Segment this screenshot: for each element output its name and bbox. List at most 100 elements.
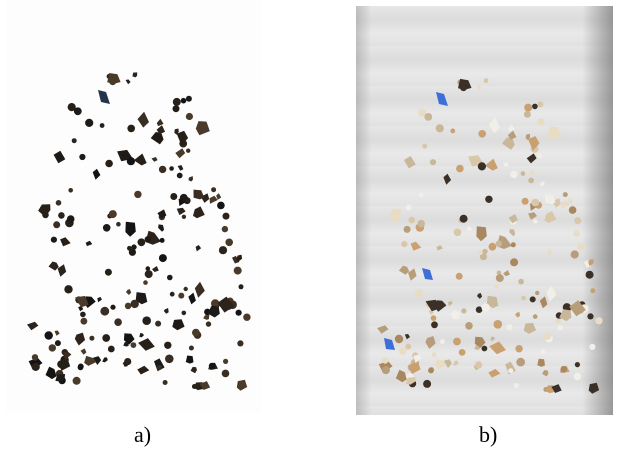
particle-round: [428, 367, 434, 374]
particle-fragment: [123, 333, 135, 345]
particle-round: [382, 357, 389, 364]
particle-round: [130, 342, 137, 348]
particle-fragment: [133, 153, 147, 166]
particle-fragment: [175, 148, 186, 159]
particles-light-background-gray: [377, 78, 603, 394]
particle-fragment: [544, 211, 557, 223]
particle-round: [237, 340, 244, 347]
particle-round: [164, 341, 172, 349]
particle-round: [165, 354, 174, 364]
particle-round: [524, 103, 533, 112]
particle-round: [435, 124, 444, 133]
particle-round: [183, 286, 188, 292]
particle-fragment: [443, 359, 452, 369]
particle-fragment: [236, 379, 248, 391]
particle-round: [169, 291, 175, 297]
particle-fragment: [436, 245, 443, 251]
scan-panel-b: [356, 6, 613, 415]
particle-fragment: [508, 124, 515, 132]
particle-round: [537, 118, 545, 126]
particle-fragment: [476, 226, 487, 242]
particle-fragment: [55, 374, 66, 382]
particle-fragment: [408, 268, 417, 281]
particle-round: [176, 172, 183, 179]
particle-round: [71, 138, 77, 144]
particle-fragment: [190, 366, 197, 374]
particle-fragment: [123, 342, 129, 347]
particle-round: [186, 148, 191, 153]
particle-fragment: [54, 330, 60, 336]
particle-fragment: [93, 356, 102, 365]
particle-fragment: [48, 261, 59, 271]
particle-fragment: [207, 305, 220, 318]
particle-fragment: [488, 117, 500, 134]
particle-round: [238, 284, 244, 290]
particle-fragment: [547, 249, 553, 256]
particle-round: [392, 216, 400, 223]
particle-round: [467, 226, 472, 231]
particle-fragment: [125, 79, 131, 85]
particle-fragment: [45, 366, 57, 380]
particle-fragment: [195, 121, 210, 136]
particle-round: [508, 368, 514, 374]
particle-fragment: [569, 300, 586, 317]
particle-round: [418, 192, 424, 198]
particle-round: [537, 101, 544, 108]
particle-round: [398, 347, 407, 355]
particle-round: [460, 84, 467, 92]
particle-fragment: [588, 259, 594, 267]
particle-round: [494, 284, 499, 289]
particle-fragment: [546, 285, 557, 302]
particle-fragment: [137, 111, 149, 128]
particle-round: [574, 362, 580, 368]
particle-round: [515, 345, 523, 353]
particle-round: [570, 250, 579, 259]
particle-round: [127, 124, 135, 133]
particle-round: [114, 318, 122, 327]
particle-fragment: [92, 168, 101, 180]
particle-fragment: [539, 181, 545, 187]
particle-fragment: [408, 360, 421, 374]
particle-round: [595, 317, 603, 325]
particle-round: [423, 379, 432, 388]
particle-round: [529, 296, 536, 303]
particle-round: [585, 270, 594, 279]
particle-round: [72, 376, 81, 385]
particle-fragment: [561, 200, 570, 209]
particle-round: [431, 321, 438, 329]
particle-round: [159, 237, 165, 243]
particle-round: [518, 278, 524, 285]
particle-fragment: [515, 311, 520, 318]
particle-round: [73, 107, 82, 116]
particle-fragment: [525, 133, 531, 141]
particle-round: [158, 254, 167, 263]
particle-fragment: [405, 377, 416, 385]
particle-round: [53, 221, 61, 229]
particle-fragment: [188, 176, 193, 182]
particle-round: [134, 190, 142, 199]
particle-fragment: [177, 165, 184, 171]
particle-fragment: [547, 126, 562, 141]
particle-fragment: [209, 195, 218, 204]
particle-round: [577, 242, 585, 251]
particle-round: [157, 365, 162, 370]
particle-round: [540, 348, 546, 354]
particle-fragment: [236, 254, 243, 263]
particle-round: [116, 221, 121, 227]
particle-fragment: [528, 212, 537, 220]
particle-round: [124, 302, 132, 310]
particle-round: [217, 201, 225, 210]
particle-round: [130, 299, 139, 309]
particle-round: [85, 118, 94, 127]
particle-round: [453, 228, 462, 237]
particle-round: [405, 343, 412, 350]
particle-round: [110, 304, 116, 310]
particle-round: [44, 331, 53, 340]
particle-round: [102, 224, 111, 232]
particle-round: [453, 337, 461, 346]
particle-round: [488, 242, 497, 251]
particle-round: [89, 335, 95, 341]
particle-fragment: [203, 314, 210, 320]
particle-fragment: [62, 351, 72, 360]
particle-round: [543, 332, 552, 340]
